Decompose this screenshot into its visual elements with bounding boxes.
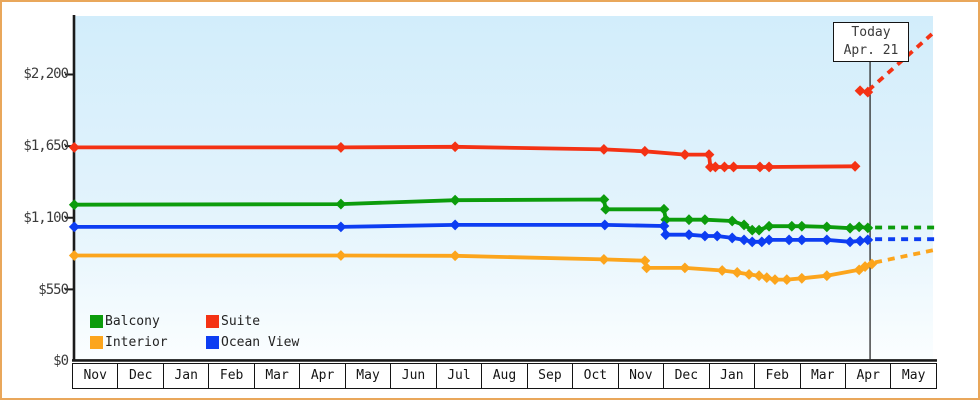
month-cell: Jan: [708, 363, 756, 389]
legend-item-interior: Interior: [90, 335, 206, 350]
month-cell: Mar: [799, 363, 846, 389]
today-date: Apr. 21: [843, 43, 899, 58]
y-tick-label: $550: [38, 282, 69, 298]
month-cell: Aug: [481, 363, 528, 389]
month-cell: Feb: [208, 363, 255, 389]
balcony-swatch-icon: [90, 315, 103, 328]
legend-item-ocean-view: Ocean View: [206, 335, 299, 350]
y-tick-label: $0: [53, 353, 69, 369]
x-axis-month-row: Nov Dec Jan Feb Mar Apr May Jun Jul Aug …: [72, 363, 937, 389]
month-cell: Mar: [253, 363, 301, 389]
month-cell: Dec: [117, 363, 164, 389]
today-marker-box: Today Apr. 21: [833, 22, 909, 62]
legend-label-interior: Interior: [105, 335, 168, 350]
interior-swatch-icon: [90, 336, 103, 349]
legend-label-ocean-view: Ocean View: [221, 335, 300, 350]
month-cell: May: [344, 363, 392, 389]
y-tick-label: $1,650: [23, 138, 69, 154]
month-cell: Jun: [390, 363, 437, 389]
legend-item-balcony: Balcony: [90, 314, 206, 329]
month-cell: Feb: [754, 363, 801, 389]
month-cell: Sep: [526, 363, 574, 389]
month-cell: Apr: [299, 363, 346, 389]
y-tick-label: $2,200: [23, 66, 69, 82]
month-cell: Apr: [844, 363, 892, 389]
month-cell: Dec: [663, 363, 710, 389]
month-cell: Nov: [617, 363, 665, 389]
y-tick-label: $1,100: [23, 210, 69, 226]
month-cell: Jul: [435, 363, 483, 389]
plot-background: [75, 16, 933, 361]
legend-label-suite: Suite: [221, 314, 261, 329]
today-label: Today: [851, 25, 891, 40]
month-cell: Oct: [572, 363, 619, 389]
month-cell: May: [890, 363, 937, 389]
month-cell: Nov: [72, 363, 119, 389]
suite-swatch-icon: [206, 315, 219, 328]
legend-label-balcony: Balcony: [105, 314, 160, 329]
month-cell: Jan: [162, 363, 210, 389]
legend-item-suite: Suite: [206, 314, 299, 329]
legend: Balcony Suite Interior Ocean View: [90, 314, 299, 350]
ocean-view-swatch-icon: [206, 336, 219, 349]
